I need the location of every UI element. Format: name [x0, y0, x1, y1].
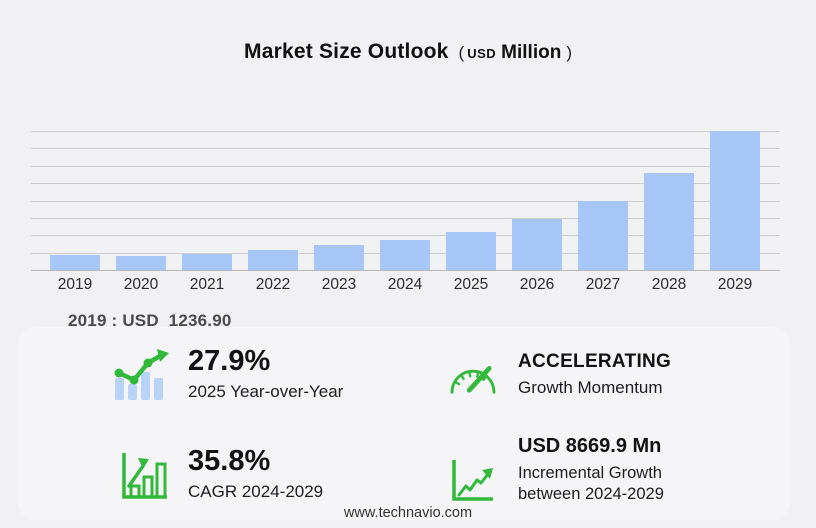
bar-2023 — [314, 245, 364, 270]
stat-cagr: 35.8% CAGR 2024-2029 — [120, 446, 323, 506]
x-tick-2029: 2029 — [717, 276, 753, 293]
stat-year-over-year: 27.9% 2025 Year-over-Year — [112, 346, 343, 407]
gridline — [31, 235, 780, 252]
x-tick-2026: 2026 — [519, 276, 555, 293]
bar-2020 — [116, 256, 166, 270]
gridline — [31, 183, 780, 200]
gridline — [31, 217, 780, 235]
stat-incremental-growth: USD 8669.9 Mn Incremental Growth between… — [448, 436, 664, 508]
bar-chart-trend-icon — [112, 348, 170, 407]
bar-2028 — [644, 173, 694, 270]
gridline — [31, 165, 780, 183]
base-year-annotation: 2019 : USD 1236.90 — [68, 311, 232, 330]
x-tick-2028: 2028 — [651, 276, 687, 293]
bar-chart-plot-area — [31, 131, 780, 271]
x-tick-2024: 2024 — [387, 276, 423, 293]
bar-2022 — [248, 250, 298, 270]
x-tick-2019: 2019 — [57, 276, 93, 293]
bar-2019 — [50, 254, 100, 270]
bar-2025 — [446, 231, 496, 270]
gridline — [31, 148, 780, 165]
stat-label: Growth Momentum — [518, 377, 663, 397]
stat-growth-momentum: ACCELERATING Growth Momentum — [448, 352, 671, 401]
gauge-icon — [448, 356, 498, 401]
x-tick-2025: 2025 — [453, 276, 489, 293]
stat-label: Incremental Growth between 2024-2029 — [518, 464, 664, 504]
gridline — [31, 131, 780, 148]
bar-2024 — [380, 239, 430, 270]
stat-value: ACCELERATING — [518, 351, 672, 372]
x-tick-2027: 2027 — [585, 276, 621, 293]
stat-value: 27.9% — [188, 345, 271, 377]
incremental-growth-icon — [448, 457, 496, 508]
title-text: Market Size Outlook — [244, 40, 449, 63]
title-unit-word: Million — [501, 42, 562, 63]
x-tick-2020: 2020 — [123, 276, 159, 293]
stat-value: 35.8% — [188, 445, 271, 477]
bar-2026 — [512, 219, 562, 270]
x-tick-2023: 2023 — [321, 276, 357, 293]
website-link: www.technavio.com — [343, 505, 473, 521]
title-paren-open: ( — [458, 43, 465, 62]
growth-bars-icon — [120, 451, 168, 506]
bar-2029 — [710, 131, 760, 270]
bar-2027 — [578, 201, 628, 270]
page-title: Market Size Outlook (USD Million) — [0, 40, 816, 64]
stat-label: CAGR 2024-2029 — [188, 482, 324, 502]
title-paren-close: ) — [566, 43, 572, 62]
stat-label: 2025 Year-over-Year — [188, 382, 344, 402]
bar-series — [31, 131, 780, 270]
x-tick-2022: 2022 — [255, 276, 291, 293]
stat-value: USD 8669.9 Mn — [518, 435, 662, 457]
title-unit-currency: USD — [467, 46, 497, 61]
x-axis-labels: 2019 2020 2021 2022 2023 2024 2025 2026 2027 2028… — [31, 276, 780, 294]
x-tick-2021: 2021 — [189, 276, 225, 293]
gridline — [31, 200, 780, 218]
bar-2021 — [182, 253, 232, 270]
